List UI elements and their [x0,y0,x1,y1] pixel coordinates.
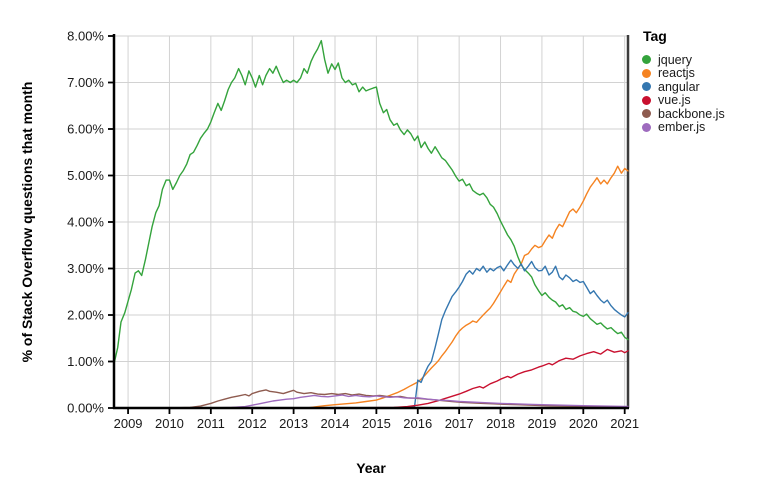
legend-item-ember.js: ember.js [642,120,725,135]
series-line-angular [113,259,629,409]
legend-dot-icon [642,122,651,132]
series-line-vue.js [113,348,629,409]
legend-title: Tag [643,28,667,44]
legend-items: jquery reactjs angular vue.js backbone.js emb… [642,53,725,134]
x-tick-label-2011: 2011 [197,416,225,431]
legend-dot-icon [642,55,651,65]
legend-item-backbone.js: backbone.js [642,107,725,121]
legend-label: ember.js [658,120,706,135]
legend-item-reactjs: reactjs [642,66,725,81]
y-tick-label-8: 8.00% [67,29,104,44]
x-tick-label-2012: 2012 [238,416,267,431]
y-axis-title: % of Stack Overflow questions that month [19,81,35,363]
legend-label: jquery [658,52,693,67]
y-tick-label-3: 3.00% [67,261,104,276]
x-tick-label-2019: 2019 [527,416,556,431]
legend-dot-icon [642,109,651,119]
y-tick-label-4: 4.00% [67,215,104,230]
y-tick-label-5: 5.00% [67,168,104,183]
legend-label: reactjs [658,66,695,81]
x-tick-label-2013: 2013 [279,416,308,431]
x-tick-label-2010: 2010 [155,416,184,431]
x-tick-label-2009: 2009 [114,416,143,431]
legend-item-jquery: jquery [642,53,725,67]
y-tick-label-6: 6.00% [67,122,104,137]
legend-dot-icon [642,82,651,92]
legend-label: vue.js [658,93,691,108]
x-axis-title: Year [356,460,386,476]
y-tick-label-7: 7.00% [67,75,104,90]
legend-dot-icon [642,95,651,105]
x-tick-label-2017: 2017 [445,416,474,431]
legend-item-angular: angular [642,80,725,94]
legend-item-vue.js: vue.js [642,93,725,108]
x-tick-label-2020: 2020 [569,416,598,431]
y-tick-label-2: 2.00% [67,308,104,323]
legend-label: angular [658,79,700,94]
legend-dot-icon [642,68,651,78]
series-line-jquery [113,39,629,365]
series-line-ember.js [113,394,629,409]
series-line-backbone.js [113,389,629,409]
legend-label: backbone.js [658,106,725,121]
x-tick-label-2016: 2016 [403,416,432,431]
x-tick-label-2015: 2015 [362,416,391,431]
x-tick-label-2021: 2021 [610,416,639,431]
x-tick-label-2014: 2014 [321,416,350,431]
y-tick-label-1: 1.00% [67,354,104,369]
x-tick-label-2018: 2018 [486,416,515,431]
legend: Tag jquery reactjs angular vue.js backbone.j… [642,28,725,134]
series-line-reactjs [113,165,629,409]
y-tick-label-0: 0.00% [67,401,104,416]
